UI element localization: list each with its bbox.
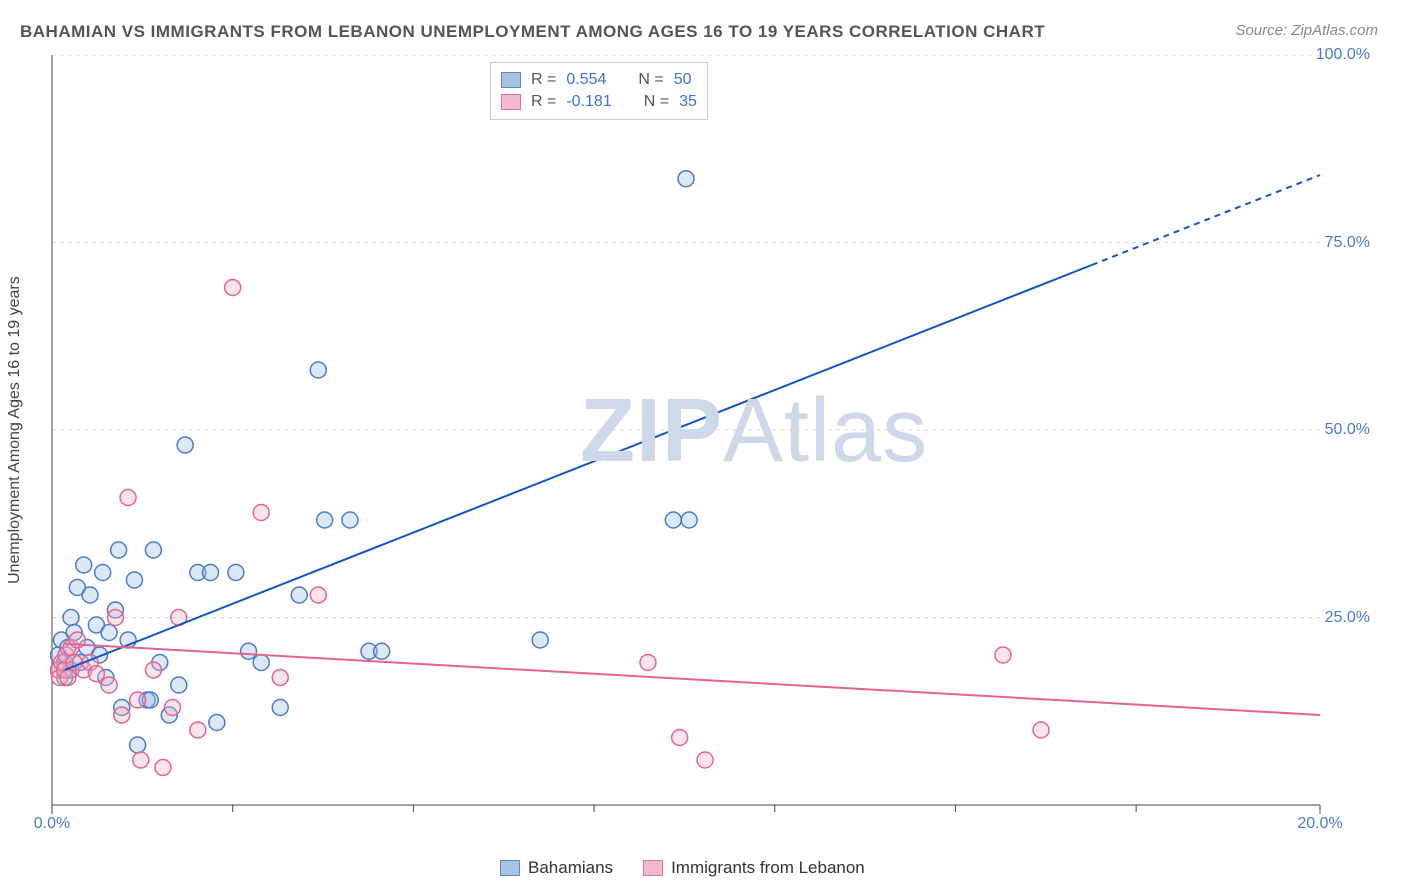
y-tick-label: 75.0%	[1325, 234, 1370, 252]
y-tick-label: 25.0%	[1325, 609, 1370, 627]
x-tick-label: 20.0%	[1297, 815, 1342, 833]
bottom-legend: Bahamians Immigrants from Lebanon	[500, 858, 865, 878]
y-tick-label: 100.0%	[1316, 46, 1370, 64]
y-tick-label: 50.0%	[1325, 421, 1370, 439]
swatch-lebanon	[501, 94, 521, 110]
legend-label-lebanon: Immigrants from Lebanon	[671, 858, 865, 878]
r-value-bahamians: 0.554	[566, 71, 606, 89]
r-label: R =	[531, 93, 556, 111]
legend-item-bahamians: Bahamians	[500, 858, 613, 878]
legend-item-lebanon: Immigrants from Lebanon	[643, 858, 865, 878]
stats-row-bahamians: R = 0.554 N = 50	[501, 69, 697, 91]
swatch-bahamians	[501, 72, 521, 88]
source-attribution: Source: ZipAtlas.com	[1235, 22, 1378, 39]
legend-label-bahamians: Bahamians	[528, 858, 613, 878]
stats-row-lebanon: R = -0.181 N = 35	[501, 91, 697, 113]
x-tick-label: 0.0%	[34, 815, 70, 833]
r-label: R =	[531, 71, 556, 89]
stats-legend: R = 0.554 N = 50 R = -0.181 N = 35	[490, 62, 708, 120]
n-value-bahamians: 50	[674, 71, 692, 89]
r-value-lebanon: -0.181	[566, 93, 611, 111]
chart-area: 25.0%50.0%75.0%100.0% 0.0%20.0%	[50, 55, 1380, 835]
y-axis-label: Unemployment Among Ages 16 to 19 years	[6, 276, 24, 584]
n-label: N =	[644, 93, 669, 111]
chart-title: BAHAMIAN VS IMMIGRANTS FROM LEBANON UNEM…	[20, 22, 1045, 42]
scatter-plot	[50, 55, 1380, 835]
legend-swatch-bahamians	[500, 860, 520, 876]
n-label: N =	[638, 71, 663, 89]
legend-swatch-lebanon	[643, 860, 663, 876]
n-value-lebanon: 35	[679, 93, 697, 111]
